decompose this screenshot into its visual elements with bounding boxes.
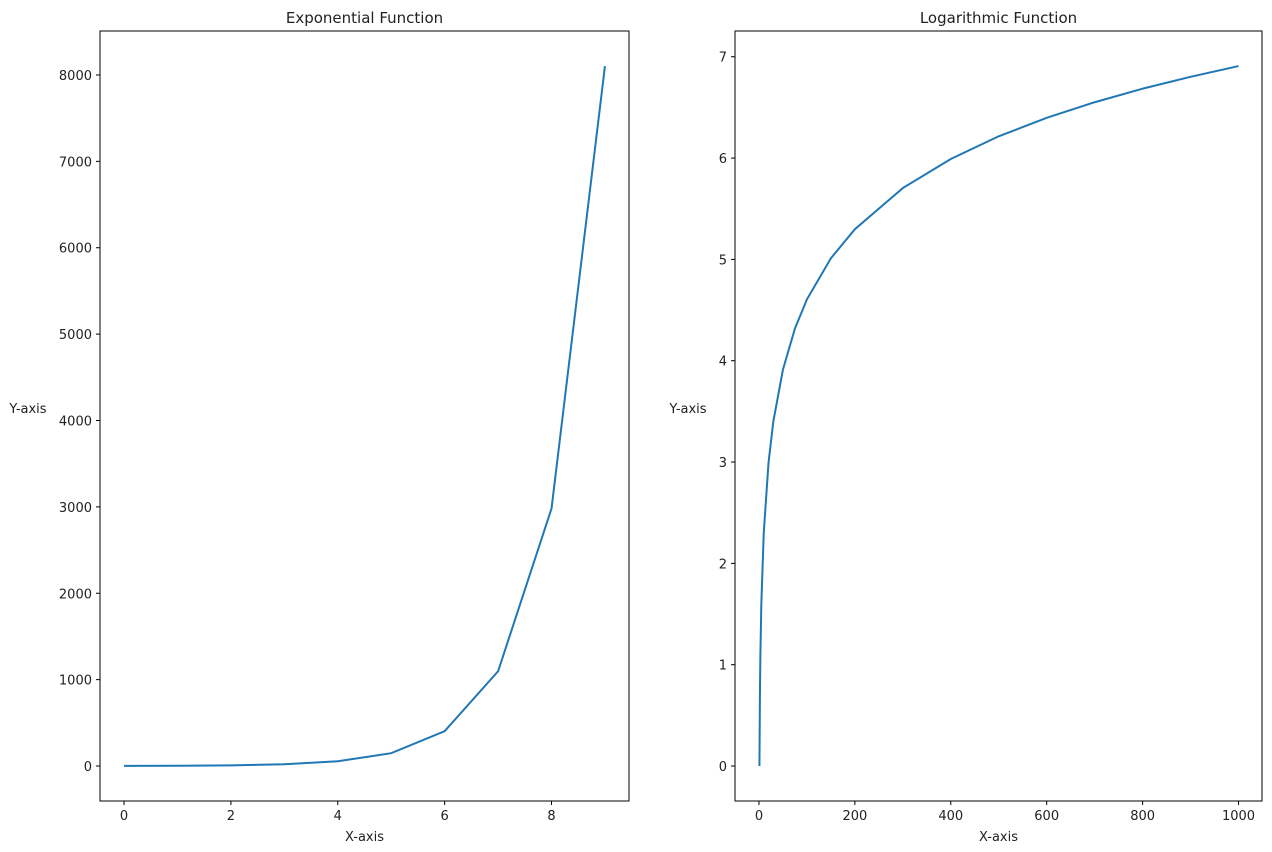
y-axis-label: Y-axis (8, 402, 46, 417)
x-tick-label: 8 (547, 809, 555, 824)
x-tick-label: 600 (1034, 809, 1059, 824)
y-tick-label: 7 (719, 51, 727, 66)
x-axis-label: X-axis (345, 830, 384, 845)
line (124, 65, 606, 767)
x-tick-label: 6 (441, 809, 449, 824)
line (758, 65, 1239, 767)
x-tick-label: 400 (938, 809, 963, 824)
chart-title: Logarithmic Function (920, 9, 1077, 27)
chart-title: Exponential Function (286, 9, 443, 27)
x-tick-label: 0 (120, 809, 128, 824)
y-tick-label: 4 (719, 355, 727, 370)
y-tick-label: 5000 (59, 328, 92, 343)
x-tick-label: 1000 (1222, 809, 1255, 824)
y-tick-label: 6 (719, 152, 727, 167)
y-tick-label: 2 (719, 557, 727, 572)
y-tick-label: 4000 (59, 414, 92, 429)
x-tick-label: 200 (842, 809, 867, 824)
axes-frame (99, 30, 630, 802)
y-tick-label: 7000 (59, 155, 92, 170)
y-tick-label: 2000 (59, 587, 92, 602)
y-tick-label: 3000 (59, 501, 92, 516)
x-tick-label: 0 (755, 809, 763, 824)
y-tick-label: 8000 (59, 69, 92, 84)
x-axis-label: X-axis (979, 830, 1018, 845)
y-tick-label: 1000 (59, 674, 92, 689)
x-tick-label: 2 (227, 809, 235, 824)
y-tick-label: 6000 (59, 242, 92, 257)
x-tick-label: 800 (1130, 809, 1155, 824)
x-tick-label: 4 (334, 809, 342, 824)
y-tick-label: 0 (719, 760, 727, 775)
y-tick-label: 0 (84, 760, 92, 775)
axes-frame (734, 30, 1263, 802)
y-tick-label: 1 (719, 659, 727, 674)
y-tick-label: 3 (719, 456, 727, 471)
y-tick-label: 5 (719, 253, 727, 268)
y-axis-label: Y-axis (668, 402, 706, 417)
